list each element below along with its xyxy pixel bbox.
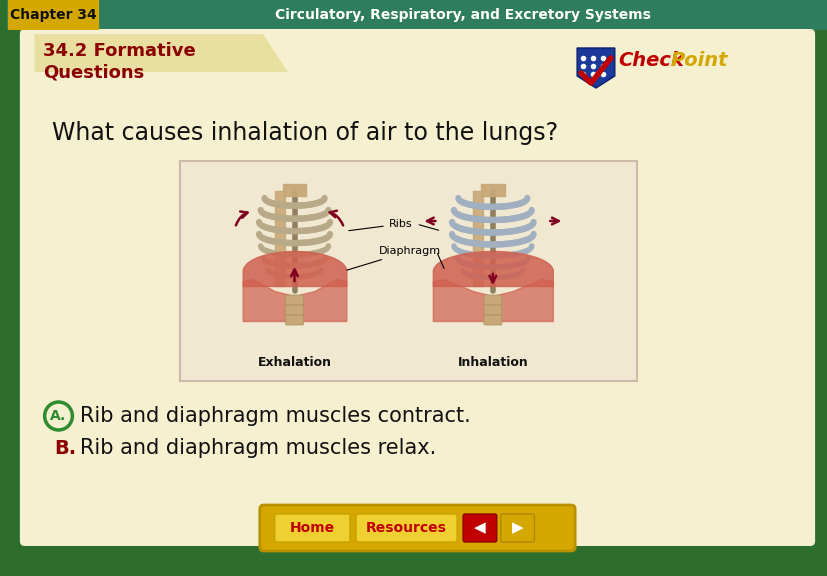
FancyBboxPatch shape (260, 505, 575, 551)
Bar (180, 161, 636, 381)
Bar (7, 0, 827, 30)
Text: B.: B. (55, 438, 77, 457)
Text: What causes inhalation of air to the lungs?: What causes inhalation of air to the lun… (51, 121, 557, 145)
Text: ◀: ◀ (474, 521, 485, 536)
Text: Resources: Resources (366, 521, 447, 535)
FancyBboxPatch shape (462, 514, 496, 542)
FancyBboxPatch shape (356, 514, 457, 542)
FancyBboxPatch shape (285, 295, 303, 305)
Text: A.: A. (50, 409, 66, 423)
Text: Rib and diaphragm muscles contract.: Rib and diaphragm muscles contract. (80, 406, 471, 426)
FancyBboxPatch shape (8, 0, 99, 30)
Text: Questions: Questions (43, 64, 144, 82)
FancyBboxPatch shape (483, 315, 501, 325)
Text: Diaphragm: Diaphragm (347, 246, 441, 270)
FancyBboxPatch shape (483, 305, 501, 315)
FancyBboxPatch shape (20, 29, 814, 546)
FancyBboxPatch shape (483, 295, 501, 305)
Text: Ribs: Ribs (348, 219, 412, 230)
Text: 34.2 Formative: 34.2 Formative (43, 42, 195, 60)
Text: Circulatory, Respiratory, and Excretory Systems: Circulatory, Respiratory, and Excretory … (275, 8, 650, 22)
FancyBboxPatch shape (275, 514, 350, 542)
Text: Rib and diaphragm muscles relax.: Rib and diaphragm muscles relax. (80, 438, 436, 458)
FancyBboxPatch shape (285, 315, 303, 325)
Polygon shape (35, 34, 287, 72)
Text: ▶: ▶ (511, 521, 523, 536)
Polygon shape (576, 48, 614, 88)
FancyBboxPatch shape (285, 305, 303, 315)
Text: Check: Check (618, 51, 684, 70)
FancyBboxPatch shape (500, 514, 534, 542)
Polygon shape (35, 34, 287, 72)
Text: Point: Point (670, 51, 727, 70)
Text: Exhalation: Exhalation (257, 356, 331, 369)
Text: Home: Home (289, 521, 335, 535)
Text: Chapter 34: Chapter 34 (10, 8, 97, 22)
Text: Inhalation: Inhalation (457, 356, 528, 369)
